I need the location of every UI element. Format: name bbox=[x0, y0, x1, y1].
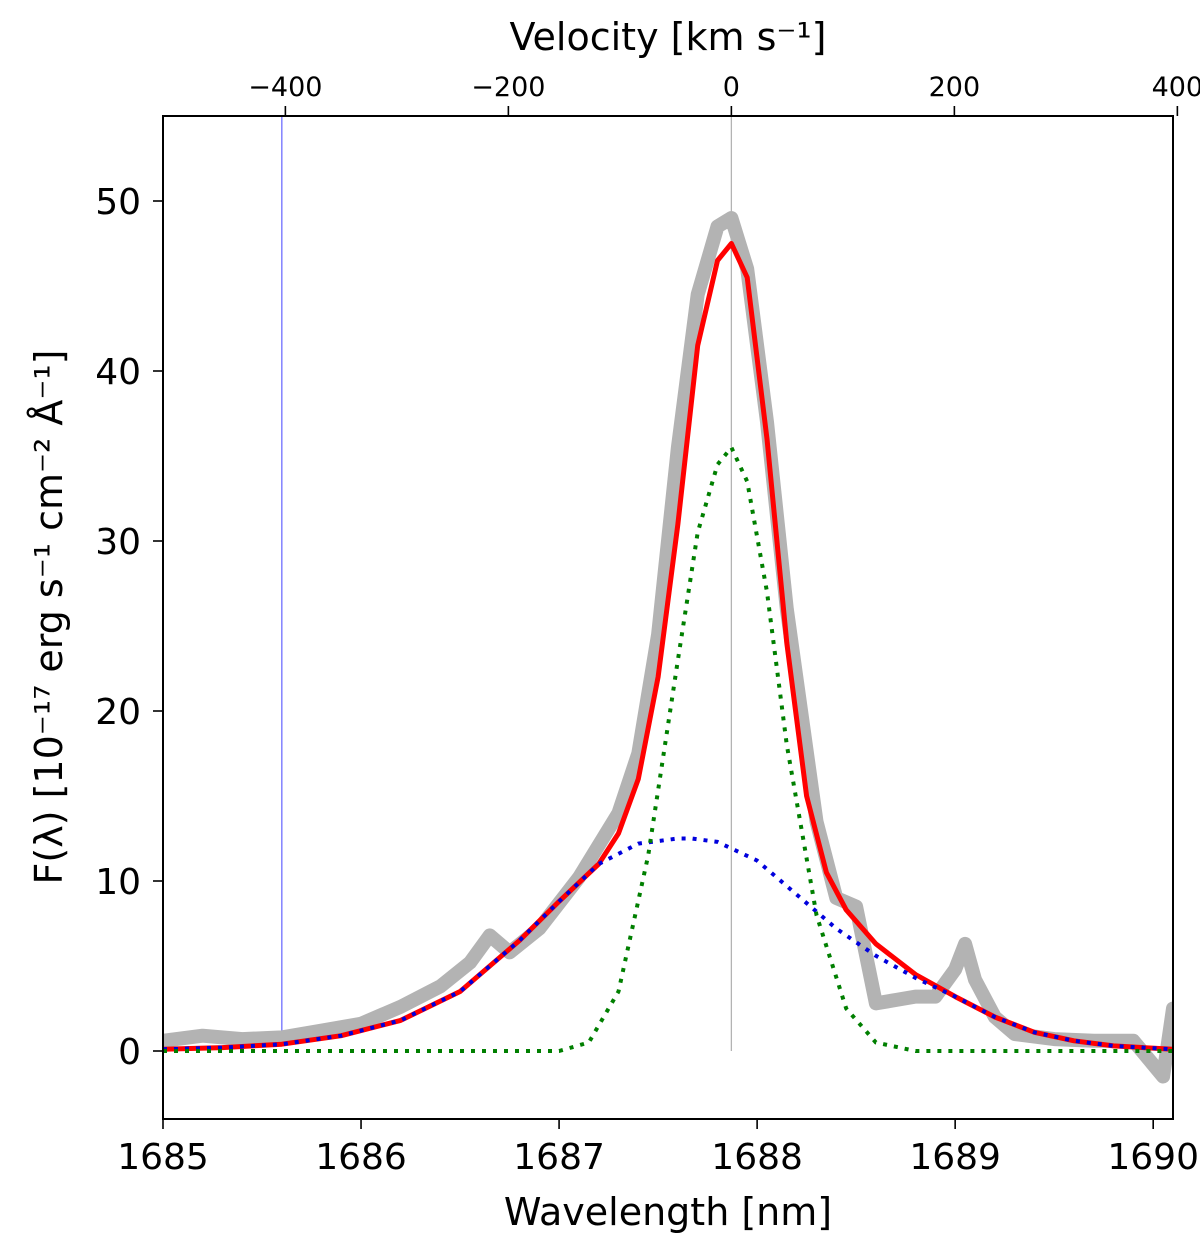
x-tick-label: 1685 bbox=[117, 1137, 209, 1178]
y-tick-label: 0 bbox=[118, 1032, 141, 1073]
reference-lines bbox=[281, 116, 733, 1051]
x-tick-label: 1686 bbox=[315, 1137, 407, 1178]
x-tick-label: 1688 bbox=[711, 1137, 803, 1178]
y-tick-label: 40 bbox=[95, 352, 141, 393]
plot-frame bbox=[162, 115, 1174, 1120]
top-tick-label: −200 bbox=[471, 72, 545, 103]
series-broad-component bbox=[163, 836, 1173, 1052]
series-total-fit bbox=[163, 241, 1173, 1052]
y-tick-label: 20 bbox=[95, 692, 141, 733]
y-axis-title: F(λ) [10⁻¹⁷ erg s⁻¹ cm⁻² Å⁻¹] bbox=[27, 350, 71, 885]
top-tick-label: −400 bbox=[248, 72, 322, 103]
top-axis-title: Velocity [km s⁻¹] bbox=[510, 15, 827, 59]
x-tick-label: 1689 bbox=[909, 1137, 1001, 1178]
y-tick-label: 30 bbox=[95, 522, 141, 563]
series-observed-spectrum bbox=[163, 211, 1173, 1084]
data-series bbox=[163, 211, 1173, 1084]
x-tick-label: 1687 bbox=[513, 1137, 605, 1178]
top-tick-label: 400 bbox=[1152, 72, 1200, 103]
axis-ticks: 1685 1686 1687 1688 1689 1690 0 10 20 30 40 50 −400 −… bbox=[95, 72, 1200, 1178]
y-tick-label: 10 bbox=[95, 862, 141, 903]
x-tick-label: 1690 bbox=[1107, 1137, 1199, 1178]
top-tick-label: 0 bbox=[723, 72, 740, 103]
x-axis-title: Wavelength [nm] bbox=[504, 1190, 832, 1234]
top-tick-label: 200 bbox=[929, 72, 981, 103]
y-tick-label: 50 bbox=[95, 182, 141, 223]
